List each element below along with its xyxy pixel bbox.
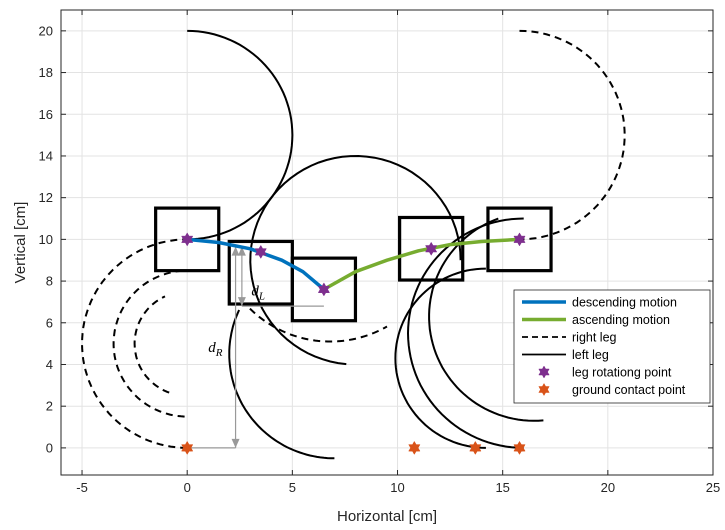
ground-contact-point [469,440,482,455]
y-axis-label: Vertical [cm] [12,202,29,284]
y-tick-label: 16 [39,107,53,122]
y-tick-label: 4 [46,357,53,372]
dR-label: dR [208,340,223,359]
left-leg-curve [228,309,335,460]
dR-arrowhead-top [231,246,240,256]
ground-contact-point [513,440,526,455]
dL-label: dL [251,284,265,303]
body-boxes [154,206,553,323]
leg-rotation-point [254,244,267,259]
dL-arrowhead-top [237,246,246,256]
x-axis-label: Horizontal [cm] [337,508,437,525]
left-leg-curve [428,217,544,422]
x-tick-label: -5 [76,480,88,495]
y-tick-label: 6 [46,315,53,330]
point-markers [181,232,526,455]
leg-rotation-point [425,241,438,256]
left-leg-curve [249,154,462,366]
legend-box [513,289,711,404]
leg-rotation-point [181,232,194,247]
legend-label: ascending motion [572,313,670,327]
leg-rotation-point [513,232,526,247]
left-leg-curve [406,217,524,449]
tick-labels: -5 0 5 10 15 20 25 0 2 4 6 8 10 12 14 16 18 20 [39,23,721,495]
right-leg-curve [133,295,170,394]
legend-label: right leg [572,331,617,345]
legend-marker [538,365,550,379]
ground-contact-point [181,440,194,455]
y-tick-label: 8 [46,274,53,289]
y-tick-label: 12 [39,190,53,205]
y-tick-label: 14 [39,148,53,163]
legend-marker [538,382,550,397]
y-tick-label: 18 [39,65,53,80]
y-tick-label: 10 [39,232,53,247]
plot-border [60,9,714,476]
x-tick-label: 0 [184,480,191,495]
ascending-motion-line [323,237,520,291]
legend-label: descending motion [572,296,677,310]
body-box [154,206,221,273]
body-box [290,256,358,323]
legend: descending motion ascending motion right l… [513,289,711,404]
x-tick-label: 10 [390,480,404,495]
ground-contact-point [408,440,421,455]
dR-arrowhead-bottom [231,438,240,448]
x-tick-label: 20 [601,480,615,495]
motion-curves [187,237,520,291]
body-box [486,206,553,273]
x-tick-label: 25 [706,480,720,495]
y-tick-label: 0 [46,440,53,455]
leg-curves [80,29,626,460]
left-leg-curve [394,267,486,449]
x-tick-label: 5 [289,480,296,495]
leg-rotation-point [317,282,330,297]
right-leg-curve [249,307,388,343]
legend-label: leg rotationg point [572,366,672,380]
dL-arrowhead-bottom [237,297,246,307]
left-leg-curve [187,29,294,241]
distance-annotations: dL dR [187,246,324,449]
body-box [398,215,465,282]
y-tick-label: 2 [46,399,53,414]
axes-frame [60,9,714,476]
x-tick-label: 15 [495,480,509,495]
legend-label: left leg [572,348,609,362]
descending-motion-line [187,237,326,291]
legend-label: ground contact point [572,383,686,397]
y-tick-label: 20 [39,23,53,38]
right-leg-curve [112,269,185,418]
